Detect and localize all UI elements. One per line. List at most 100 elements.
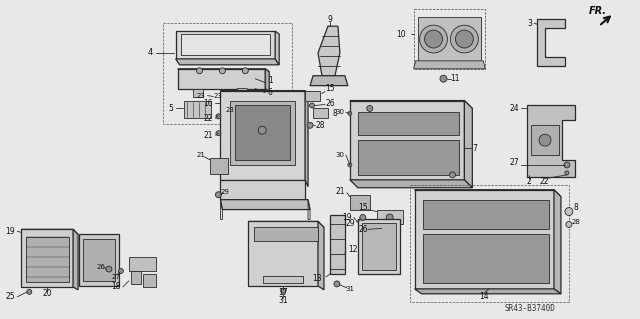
Text: 7: 7 bbox=[472, 144, 477, 152]
Text: FR.: FR. bbox=[589, 6, 607, 16]
Polygon shape bbox=[422, 234, 549, 283]
Polygon shape bbox=[537, 19, 565, 66]
Text: 13: 13 bbox=[312, 274, 322, 284]
Text: 30: 30 bbox=[335, 152, 344, 158]
Polygon shape bbox=[248, 221, 318, 286]
Polygon shape bbox=[26, 237, 69, 282]
Text: 27: 27 bbox=[111, 274, 120, 280]
Text: 15: 15 bbox=[358, 203, 367, 212]
Circle shape bbox=[243, 68, 248, 74]
Text: 11: 11 bbox=[451, 74, 460, 83]
Polygon shape bbox=[275, 31, 279, 65]
Polygon shape bbox=[350, 195, 370, 210]
Text: 28: 28 bbox=[572, 219, 580, 226]
Circle shape bbox=[334, 281, 340, 287]
Circle shape bbox=[216, 114, 221, 119]
Text: 30: 30 bbox=[335, 109, 344, 115]
Polygon shape bbox=[527, 106, 575, 177]
Polygon shape bbox=[318, 221, 324, 290]
Text: 3: 3 bbox=[527, 19, 532, 28]
Circle shape bbox=[216, 192, 221, 198]
Text: 2: 2 bbox=[527, 177, 531, 186]
Circle shape bbox=[420, 25, 447, 53]
Text: 21: 21 bbox=[335, 187, 345, 196]
Text: 6: 6 bbox=[268, 88, 273, 97]
Polygon shape bbox=[415, 289, 561, 294]
Polygon shape bbox=[265, 69, 269, 92]
Polygon shape bbox=[211, 158, 228, 174]
Polygon shape bbox=[318, 26, 340, 76]
Circle shape bbox=[227, 98, 234, 103]
Circle shape bbox=[565, 208, 573, 216]
Text: 8: 8 bbox=[333, 109, 337, 118]
Text: 31: 31 bbox=[278, 296, 288, 305]
Text: 8: 8 bbox=[573, 203, 579, 212]
Text: 27: 27 bbox=[509, 159, 519, 167]
Circle shape bbox=[451, 25, 478, 53]
Polygon shape bbox=[313, 108, 328, 118]
Circle shape bbox=[220, 68, 225, 74]
Polygon shape bbox=[175, 59, 279, 65]
Polygon shape bbox=[236, 106, 290, 160]
Polygon shape bbox=[358, 112, 460, 135]
Text: 1: 1 bbox=[268, 76, 273, 85]
Text: 18: 18 bbox=[111, 282, 121, 291]
Polygon shape bbox=[131, 271, 141, 284]
Polygon shape bbox=[362, 223, 396, 270]
Polygon shape bbox=[350, 100, 465, 180]
Circle shape bbox=[367, 106, 372, 111]
Text: 29: 29 bbox=[221, 189, 230, 195]
Polygon shape bbox=[193, 89, 202, 97]
Circle shape bbox=[382, 225, 387, 230]
Circle shape bbox=[310, 103, 314, 108]
Polygon shape bbox=[254, 227, 318, 241]
Circle shape bbox=[216, 131, 221, 136]
Text: 19: 19 bbox=[342, 213, 352, 222]
Text: 10: 10 bbox=[396, 30, 406, 39]
Text: 17: 17 bbox=[278, 288, 288, 297]
Polygon shape bbox=[263, 276, 303, 283]
Polygon shape bbox=[79, 234, 119, 286]
Polygon shape bbox=[358, 219, 399, 274]
Text: 15: 15 bbox=[325, 84, 335, 93]
Polygon shape bbox=[21, 229, 78, 234]
Polygon shape bbox=[415, 190, 554, 289]
Circle shape bbox=[424, 30, 442, 48]
Polygon shape bbox=[330, 214, 345, 274]
Circle shape bbox=[539, 134, 551, 146]
Text: 22: 22 bbox=[204, 114, 213, 123]
Circle shape bbox=[360, 214, 366, 220]
Polygon shape bbox=[73, 229, 78, 290]
Polygon shape bbox=[178, 69, 265, 89]
Circle shape bbox=[281, 288, 285, 293]
Polygon shape bbox=[230, 100, 295, 165]
Polygon shape bbox=[377, 210, 403, 225]
Polygon shape bbox=[413, 61, 485, 69]
Polygon shape bbox=[178, 69, 269, 72]
Text: 22: 22 bbox=[540, 177, 548, 186]
Text: 25: 25 bbox=[6, 292, 15, 301]
Text: 26: 26 bbox=[325, 99, 335, 108]
Polygon shape bbox=[415, 190, 561, 197]
Text: 4: 4 bbox=[148, 48, 154, 57]
Text: 24: 24 bbox=[509, 104, 519, 113]
Text: 21: 21 bbox=[204, 131, 213, 140]
Text: 26: 26 bbox=[358, 225, 367, 234]
Polygon shape bbox=[465, 100, 472, 188]
Text: 26: 26 bbox=[97, 264, 106, 270]
Bar bbox=[531, 125, 559, 155]
Polygon shape bbox=[305, 91, 320, 100]
Text: 20: 20 bbox=[42, 289, 52, 298]
Polygon shape bbox=[21, 229, 73, 287]
Text: 23: 23 bbox=[196, 93, 205, 99]
Circle shape bbox=[566, 221, 572, 227]
Polygon shape bbox=[184, 100, 211, 118]
Polygon shape bbox=[220, 91, 305, 180]
Polygon shape bbox=[417, 17, 481, 63]
Circle shape bbox=[307, 122, 313, 128]
Text: 28: 28 bbox=[316, 121, 324, 130]
Polygon shape bbox=[83, 239, 115, 281]
Circle shape bbox=[449, 172, 456, 178]
Polygon shape bbox=[180, 34, 270, 55]
Circle shape bbox=[348, 111, 352, 115]
